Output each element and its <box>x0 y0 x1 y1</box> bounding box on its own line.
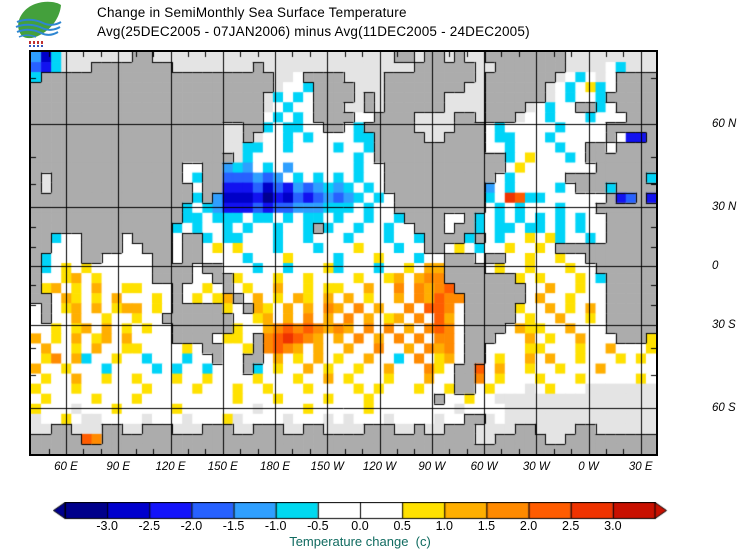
lon-tick-label: 60 W <box>470 461 498 473</box>
wave-line-1 <box>16 18 62 26</box>
colorbar-value-label: 2.0 <box>519 519 538 533</box>
lat-tick-label: 30 N <box>712 200 737 213</box>
agency-leaf-logo <box>15 1 62 47</box>
colorbar-value-label: 1.5 <box>477 519 496 533</box>
colorbar-canvas <box>53 502 669 520</box>
colorbar-value-label: 0.0 <box>351 519 369 533</box>
lon-tick-label: 30 E <box>628 461 653 473</box>
lat-tick-label: 0 <box>712 260 719 272</box>
colorbar-value-label: 1.0 <box>435 519 453 533</box>
lon-tick-label: 0 W <box>578 461 599 473</box>
logo-fine-print <box>29 41 43 47</box>
lon-tick-label: 120 W <box>362 461 397 473</box>
lat-tick-label: 60 S <box>712 402 736 415</box>
colorbar-value-label: -2.0 <box>180 519 203 533</box>
colorbar-value-label: 3.0 <box>604 519 622 533</box>
lon-tick-label: 90 E <box>106 461 131 473</box>
lon-tick-label: 150 W <box>310 461 344 473</box>
lon-tick-label: 30 W <box>522 461 550 473</box>
lon-tick-label: 120 E <box>155 461 186 473</box>
chart-title: Change in SemiMonthly Sea Surface Temper… <box>97 5 407 20</box>
wave-line-4 <box>18 34 37 38</box>
colorbar-value-label: -0.5 <box>307 519 329 533</box>
lon-tick-label: 90 W <box>418 461 446 473</box>
sst-map-canvas <box>31 52 656 454</box>
lon-tick-label: 60 E <box>54 461 78 473</box>
lat-tick-label: 60 N <box>712 117 737 130</box>
wave-line-2 <box>15 23 61 31</box>
colorbar-caption: Temperature change (c) <box>289 534 431 549</box>
lon-tick-label: 180 E <box>259 461 291 473</box>
map-frame <box>29 50 658 456</box>
colorbar <box>53 502 669 520</box>
colorbar-value-label: -3.0 <box>96 519 118 533</box>
colorbar-value-label: -2.5 <box>138 519 161 533</box>
colorbar-value-label: -1.5 <box>222 519 245 533</box>
wave-line-3 <box>16 28 59 36</box>
lon-tick-label: 150 E <box>207 461 238 473</box>
colorbar-value-label: -1.0 <box>264 519 287 533</box>
lat-tick-label: 30 S <box>712 319 736 332</box>
colorbar-value-label: 0.5 <box>393 519 411 533</box>
chart-subtitle: Avg(25DEC2005 - 07JAN2006) minus Avg(11D… <box>97 24 530 39</box>
colorbar-value-label: 2.5 <box>562 519 580 533</box>
